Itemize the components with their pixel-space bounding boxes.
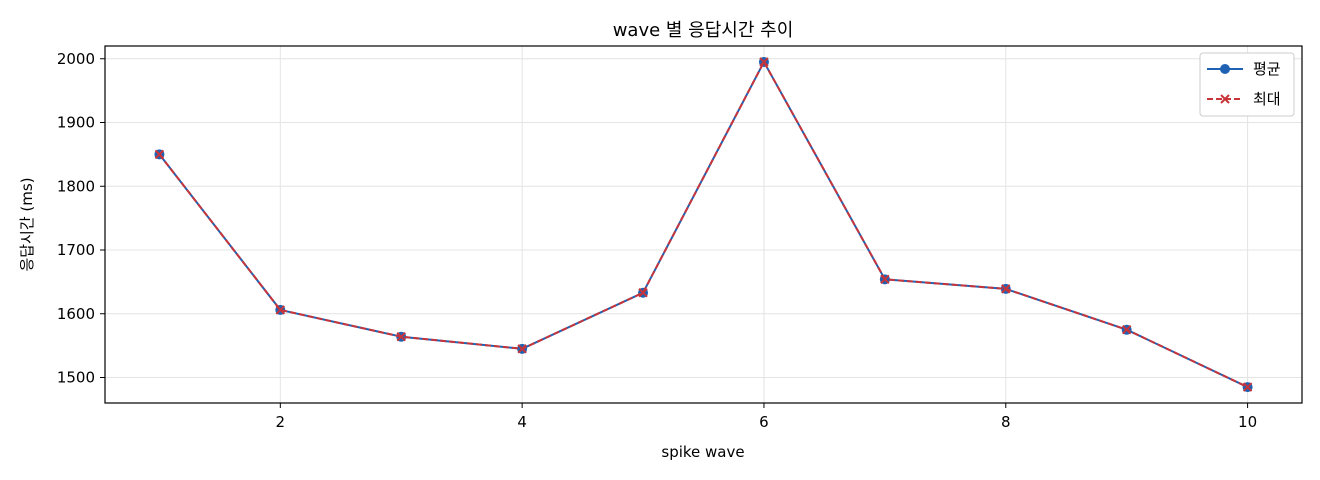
legend-marker (1220, 94, 1230, 104)
data-point (1242, 382, 1253, 392)
y-tick-label: 2000 (57, 50, 95, 68)
plot-frame (104, 45, 1303, 404)
data-point (1001, 284, 1011, 294)
data-point (759, 57, 769, 67)
data-point (154, 149, 165, 160)
x-tick-label: 8 (1001, 413, 1011, 431)
legend-marker (1220, 64, 1230, 74)
data-point (396, 331, 406, 342)
data-point (880, 274, 890, 285)
y-tick-label: 1900 (57, 114, 95, 132)
chart-title: wave 별 응답시간 추이 (613, 20, 794, 41)
x-tick-label: 4 (517, 413, 527, 431)
x-axis-label: spike wave (661, 443, 744, 461)
y-tick-label: 1700 (57, 241, 95, 259)
y-tick-label: 1600 (57, 305, 95, 323)
x-axis-ticks: 2 4 6 8 10 (276, 403, 1257, 431)
data-point (638, 288, 648, 298)
x-tick-label: 10 (1238, 413, 1257, 431)
data-point (1121, 324, 1132, 335)
y-tick-label: 1500 (57, 369, 95, 387)
series-1 (154, 56, 1253, 393)
x-tick-label: 6 (759, 413, 769, 431)
x-tick-label: 2 (276, 413, 286, 431)
legend-label: 최대 (1253, 90, 1281, 108)
y-tick-label: 1800 (57, 177, 95, 195)
series-2 (154, 57, 1253, 392)
legend-label: 평균 (1253, 60, 1281, 78)
y-axis-ticks: 1500 1600 1700 1800 1900 2000 (57, 50, 105, 387)
grid (105, 46, 1302, 403)
y-axis-label: 응답시간 (ms) (18, 177, 36, 271)
series-line (158, 60, 1249, 388)
series-line (158, 60, 1249, 388)
data-point (275, 305, 286, 315)
data-point (517, 344, 527, 354)
series-layer (154, 56, 1253, 393)
